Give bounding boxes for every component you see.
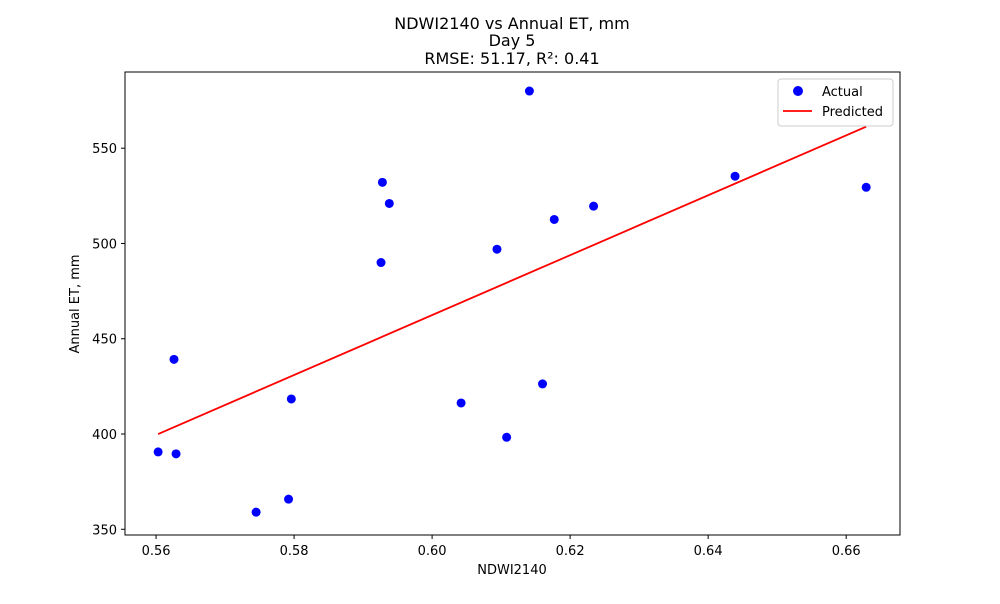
x-tick-label: 0.58: [280, 544, 309, 559]
legend-box: [777, 78, 894, 127]
actual-data-point: [284, 494, 294, 504]
x-axis-label: NDWI2140: [477, 563, 547, 578]
actual-data-point: [524, 86, 534, 96]
actual-data-point: [492, 244, 502, 254]
y-tick-label: 450: [92, 333, 117, 348]
x-tick-label: 0.60: [418, 544, 447, 559]
y-tick-label: 500: [92, 237, 117, 252]
legend-actual-marker: [793, 86, 803, 96]
actual-data-point: [153, 447, 163, 457]
actual-data-point: [549, 214, 559, 224]
actual-data-point: [589, 201, 599, 211]
actual-data-point: [377, 177, 387, 187]
actual-data-point: [384, 198, 394, 208]
actual-data-point: [502, 432, 512, 442]
actual-data-point: [251, 507, 261, 517]
actual-data-point: [730, 171, 740, 181]
chart-title-line-2: Day 5: [489, 31, 536, 50]
x-tick-label: 0.66: [832, 544, 861, 559]
legend-predicted-label: Predicted: [822, 105, 883, 120]
actual-data-point: [861, 182, 871, 192]
legend: Actual Predicted: [777, 78, 894, 127]
actual-data-point: [169, 354, 179, 364]
predicted-line: [157, 125, 867, 435]
actual-data-point: [171, 449, 181, 459]
actual-data-point: [376, 258, 386, 268]
legend-actual-label: Actual: [822, 85, 863, 100]
plot-frame: [124, 71, 901, 536]
actual-data-point: [286, 394, 296, 404]
y-tick-label: 550: [92, 142, 117, 157]
y-tick-label: 400: [92, 428, 117, 443]
x-tick-label: 0.64: [694, 544, 723, 559]
actual-data-point: [538, 379, 548, 389]
x-tick-label: 0.62: [556, 544, 585, 559]
y-tick-label: 350: [92, 523, 117, 538]
x-tick-label: 0.56: [142, 544, 171, 559]
plot-area: 0.56 0.58 0.60 0.62 0.64 0.66 350 400 450 500 550: [92, 71, 901, 559]
actual-data-point: [456, 398, 466, 408]
y-axis-label: Annual ET, mm: [68, 254, 83, 353]
chart-title-line-1: NDWI2140 vs Annual ET, mm: [394, 14, 629, 33]
chart-title-line-3: RMSE: 51.17, R²: 0.41: [424, 49, 599, 68]
